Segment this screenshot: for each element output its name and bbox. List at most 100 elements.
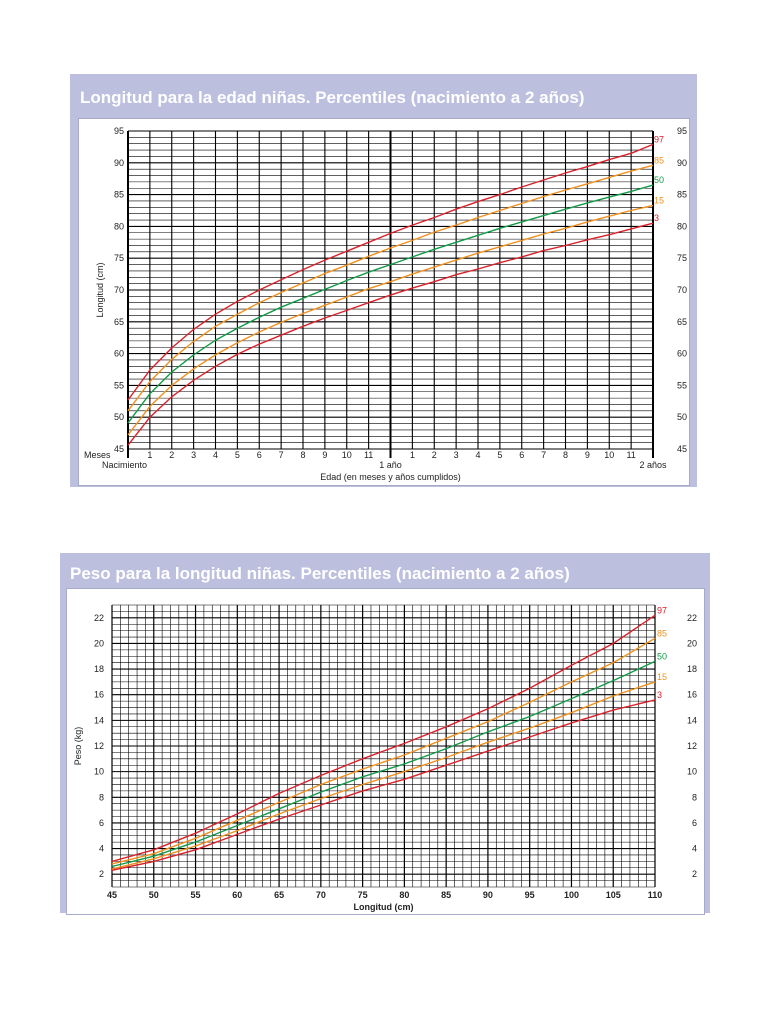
x-tick-label: 1 (410, 450, 415, 460)
series-label-97: 97 (657, 605, 667, 615)
plot-area (78, 118, 690, 486)
x-tick-label: 80 (399, 890, 409, 900)
x-tick-label: 11 (626, 450, 635, 460)
y-tick-label: 75 (114, 253, 124, 263)
x-milestone-label: 1 año (379, 460, 402, 470)
x-tick-label: 10 (342, 450, 352, 460)
x-tick-label: 10 (604, 450, 614, 460)
x-tick-label: 75 (358, 890, 368, 900)
x-tick-label: 4 (213, 450, 218, 460)
x-tick-label: 45 (107, 890, 117, 900)
x-tick-label: 65 (274, 890, 284, 900)
y-tick-label: 4 (99, 844, 104, 854)
y-tick-label: 22 (94, 613, 104, 623)
series-label-15: 15 (657, 672, 667, 682)
chart-title: Longitud para la edad niñas. Percentiles… (80, 88, 585, 107)
series-label-50: 50 (657, 651, 667, 661)
series-label-15: 15 (654, 195, 664, 205)
y-tick-label: 18 (687, 664, 697, 674)
y-tick-label: 60 (677, 349, 687, 359)
y-tick-label: 65 (114, 317, 124, 327)
chart-title: Peso para la longitud niñas. Percentiles… (70, 564, 570, 583)
y-tick-label: 20 (687, 638, 697, 648)
x-tick-label: 9 (585, 450, 590, 460)
x-tick-label: 2 (432, 450, 437, 460)
series-label-3: 3 (657, 690, 662, 700)
y-tick-label: 12 (687, 741, 697, 751)
x-tick-label: 8 (300, 450, 305, 460)
x-tick-label: 5 (497, 450, 502, 460)
y-tick-label: 45 (677, 444, 687, 454)
series-line-3 (111, 699, 656, 871)
series-line-50 (111, 660, 656, 868)
x-tick-label: 4 (475, 450, 480, 460)
series-line-85 (127, 164, 654, 412)
y-tick-label: 6 (99, 818, 104, 828)
y-tick-label: 16 (94, 690, 104, 700)
series-line-85 (111, 637, 656, 865)
x-tick-label: 70 (316, 890, 326, 900)
x-milestone-label: 2 años (639, 460, 667, 470)
y-tick-label: 50 (114, 412, 124, 422)
x-tick-label: 55 (191, 890, 201, 900)
y-tick-label: 45 (114, 444, 124, 454)
series-line-97 (127, 143, 654, 401)
series-line-15 (127, 204, 654, 436)
x-axis-label: Longitud (cm) (354, 902, 414, 912)
x-tick-label: 8 (563, 450, 568, 460)
y-tick-label: 22 (687, 613, 697, 623)
series-line-97 (111, 614, 656, 863)
y-tick-label: 55 (677, 380, 687, 390)
y-tick-label: 6 (692, 818, 697, 828)
series-line-15 (111, 681, 656, 870)
y-tick-label: 14 (687, 715, 697, 725)
x-tick-label: 60 (232, 890, 242, 900)
series-label-85: 85 (657, 628, 667, 638)
x-tick-label: 1 (147, 450, 152, 460)
y-tick-label: 8 (692, 792, 697, 802)
x-tick-label: 2 (169, 450, 174, 460)
x-tick-label: 90 (483, 890, 493, 900)
y-tick-label: 65 (677, 317, 687, 327)
x-axis-label: Edad (en meses y años cumplidos) (320, 472, 461, 482)
y-tick-label: 80 (114, 221, 124, 231)
x-tick-label: 7 (541, 450, 546, 460)
series-label-3: 3 (654, 213, 659, 223)
y-tick-label: 4 (692, 844, 697, 854)
y-tick-label: 70 (114, 285, 124, 295)
x-tick-label: 110 (648, 890, 663, 900)
x-tick-label: 11 (364, 450, 373, 460)
y-tick-label: 85 (677, 190, 687, 200)
x-tick-label: 95 (525, 890, 535, 900)
x-tick-label: 100 (564, 890, 579, 900)
y-tick-label: 2 (692, 869, 697, 879)
y-tick-label: 50 (677, 412, 687, 422)
x-milestone-label: Nacimiento (102, 460, 147, 470)
series-line-50 (127, 184, 654, 424)
y-tick-label: 12 (94, 741, 104, 751)
x-tick-label: 7 (279, 450, 284, 460)
y-tick-label: 2 (99, 869, 104, 879)
chart-panel-length-for-age: Longitud para la edad niñas. Percentiles… (70, 74, 697, 487)
x-tick-label: 105 (606, 890, 621, 900)
y-tick-label: 95 (677, 126, 687, 136)
x-axis-row-label: Meses (84, 450, 111, 460)
y-tick-label: 80 (677, 221, 687, 231)
y-tick-label: 14 (94, 715, 104, 725)
y-tick-label: 95 (114, 126, 124, 136)
x-tick-label: 3 (191, 450, 196, 460)
y-tick-label: 10 (94, 767, 104, 777)
x-tick-label: 6 (519, 450, 524, 460)
x-tick-label: 5 (235, 450, 240, 460)
y-tick-label: 10 (687, 767, 697, 777)
y-axis-label: Longitud (cm) (95, 262, 105, 317)
y-axis-label: Peso (kg) (73, 727, 83, 766)
y-tick-label: 90 (114, 158, 124, 168)
y-tick-label: 85 (114, 190, 124, 200)
y-tick-label: 16 (687, 690, 697, 700)
y-tick-label: 90 (677, 158, 687, 168)
y-tick-label: 20 (94, 638, 104, 648)
y-tick-label: 8 (99, 792, 104, 802)
